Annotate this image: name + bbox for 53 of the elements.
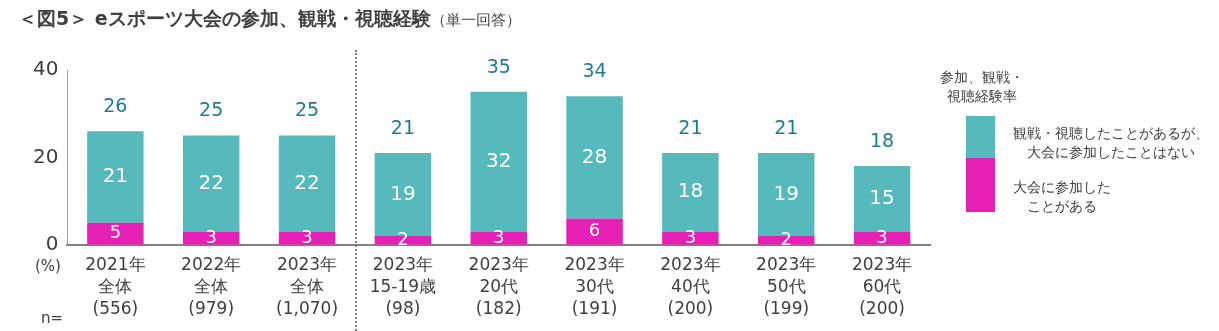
bar <box>853 166 911 232</box>
total-label: 21 <box>678 115 703 138</box>
bar <box>470 91 527 232</box>
total-label: 34 <box>582 59 607 82</box>
data-label: 3 <box>301 225 313 247</box>
y-tick-label: 20 <box>33 143 59 168</box>
data-label: 5 <box>109 221 122 243</box>
x-tick-label: 2023年60代(200) <box>851 254 913 319</box>
data-label: 15 <box>869 185 895 210</box>
bar <box>87 131 144 223</box>
data-label: 3 <box>493 225 505 247</box>
y-tick-label: 40 <box>33 56 59 81</box>
data-label: 3 <box>205 225 217 247</box>
total-label: 35 <box>486 54 511 77</box>
text: 観戦・視聴したことがあるが、大会に参加したことはない <box>1012 124 1210 162</box>
data-label: 3 <box>876 225 888 247</box>
total-label: 25 <box>294 98 320 121</box>
data-label: 18 <box>677 178 704 203</box>
y-tick-label: 0 <box>45 230 59 255</box>
text: 大会に参加したことがある <box>1012 178 1112 216</box>
data-label: 6 <box>588 219 601 241</box>
bar <box>662 152 719 232</box>
data-label: 22 <box>198 169 224 194</box>
total-label: 25 <box>199 98 224 121</box>
data-label: 3 <box>684 225 697 247</box>
data-label: 22 <box>294 169 320 194</box>
data-label: 19 <box>390 180 416 205</box>
data-label: 28 <box>581 143 608 168</box>
legend-title: 参加、観戦・視聴経験率 <box>939 68 1025 106</box>
chart-title: ＜図5＞ eスポーツ大会の参加、観戦・視聴経験 <box>18 7 431 29</box>
data-label: 19 <box>773 180 799 205</box>
chart-subtitle: （単一回答） <box>430 11 521 29</box>
x-tick-label: 2023年40代(200) <box>660 254 721 319</box>
x-tick-label: 2023年全体(1,070) <box>276 254 339 319</box>
total-label: 21 <box>774 115 799 138</box>
bar <box>566 218 623 245</box>
x-tick-label: 2023年20代(182) <box>468 254 529 319</box>
total-label: 18 <box>869 129 895 152</box>
x-tick-label: 2021年全体(556) <box>85 254 146 319</box>
x-tick-label: 2022年全体(979) <box>181 254 242 319</box>
x-tick-label: 2023年50代(199) <box>756 254 817 319</box>
bar <box>182 135 240 232</box>
total-label: 26 <box>103 94 128 117</box>
y-axis-title: (%) <box>35 256 61 275</box>
data-label: 32 <box>486 147 512 172</box>
bar <box>87 222 144 245</box>
total-label: 21 <box>390 115 415 138</box>
bar <box>566 96 623 219</box>
x-tick-label: 2023年30代(191) <box>564 254 625 319</box>
x-tick-label: 2023年15-19歳(98) <box>369 254 437 319</box>
data-label: 21 <box>102 163 129 188</box>
text: n= <box>40 308 64 327</box>
bar <box>278 135 336 232</box>
